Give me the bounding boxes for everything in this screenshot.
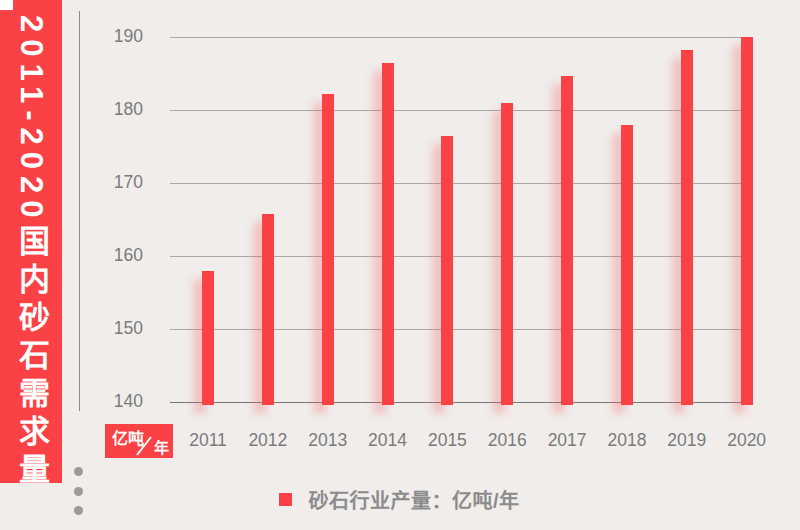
y-tick-label-170: 170	[88, 172, 143, 193]
x-tick-label-2012: 2012	[238, 430, 298, 451]
y-tick-label-180: 180	[88, 99, 143, 120]
x-tick-label-2020: 2020	[717, 430, 777, 451]
bar-2020	[741, 37, 753, 405]
bar-2014	[382, 63, 394, 405]
bar-2019	[681, 50, 693, 405]
legend-label: 砂石行业产量：亿吨/年	[309, 485, 520, 514]
x-tick-label-2019: 2019	[657, 430, 717, 451]
bar-2015	[441, 136, 453, 405]
bar-2013	[322, 94, 334, 405]
bar-2017	[561, 76, 573, 405]
x-tick-label-2018: 2018	[597, 430, 657, 451]
x-tick-label-2011: 2011	[178, 430, 238, 451]
dots-decoration	[74, 467, 83, 526]
x-tick-label-2017: 2017	[537, 430, 597, 451]
y-tick-label-140: 140	[88, 391, 143, 412]
gridline-150	[170, 329, 747, 330]
legend: 砂石行业产量：亿吨/年	[279, 485, 520, 514]
bar-2016	[501, 103, 513, 405]
y-axis-line	[79, 11, 80, 411]
gridline-170	[170, 183, 747, 184]
dot	[74, 487, 83, 496]
x-tick-label-2016: 2016	[477, 430, 537, 451]
bar-2011	[202, 271, 214, 405]
corner-notch	[0, 0, 13, 10]
bar-2012	[262, 214, 274, 405]
x-tick-label-2014: 2014	[358, 430, 418, 451]
dot	[74, 467, 83, 476]
y-axis-unit-badge: 亿吨 年	[105, 424, 173, 458]
dot	[74, 506, 83, 515]
gridline-140	[170, 402, 747, 403]
x-tick-label-2015: 2015	[417, 430, 477, 451]
bar-2018	[621, 125, 633, 405]
legend-swatch	[279, 493, 292, 506]
y-tick-label-190: 190	[88, 26, 143, 47]
x-tick-label-2013: 2013	[298, 430, 358, 451]
page-title: 2011-2020国内砂石需求量	[0, 0, 62, 483]
gridline-190	[170, 37, 747, 38]
unit-denominator: 年	[154, 436, 169, 457]
title-banner: 2011-2020国内砂石需求量	[0, 0, 62, 483]
y-tick-label-150: 150	[88, 318, 143, 339]
y-tick-label-160: 160	[88, 245, 143, 266]
gridline-160	[170, 256, 747, 257]
gridline-180	[170, 110, 747, 111]
